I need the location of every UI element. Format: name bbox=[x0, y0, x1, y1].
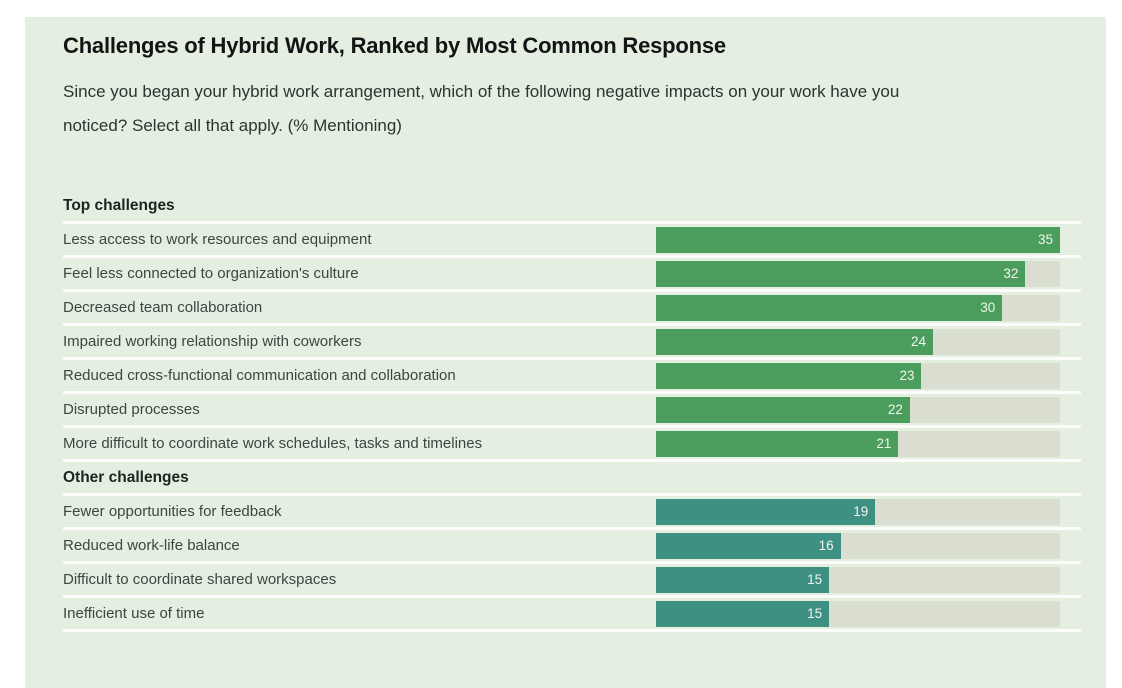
bar-row: Less access to work resources and equipm… bbox=[63, 224, 1081, 258]
bar-value: 24 bbox=[910, 334, 927, 349]
bar-track: 32 bbox=[656, 260, 1060, 287]
bar-row: More difficult to coordinate work schedu… bbox=[63, 428, 1081, 462]
bar: 24 bbox=[656, 328, 934, 355]
bar-track: 16 bbox=[656, 532, 1060, 559]
bar-track: 35 bbox=[656, 226, 1060, 253]
bar-value: 30 bbox=[980, 300, 996, 315]
bar-row: Inefficient use of time 15 bbox=[63, 598, 1081, 632]
row-label: Impaired working relationship with cowor… bbox=[63, 333, 362, 350]
bar: 22 bbox=[656, 396, 910, 423]
bar-track: 15 bbox=[656, 600, 1060, 627]
bar-chart: Top challenges Less access to work resou… bbox=[63, 190, 1081, 632]
bar: 32 bbox=[656, 260, 1026, 287]
bar-value: 15 bbox=[807, 606, 823, 621]
row-label: Reduced cross-functional communication a… bbox=[63, 367, 456, 384]
bar-value: 22 bbox=[887, 402, 903, 417]
bar-track: 19 bbox=[656, 498, 1060, 525]
section-title: Other challenges bbox=[63, 468, 189, 486]
row-label: Inefficient use of time bbox=[63, 605, 205, 622]
row-label: Less access to work resources and equipm… bbox=[63, 231, 372, 248]
row-label: Difficult to coordinate shared workspace… bbox=[63, 571, 337, 588]
bar-value: 21 bbox=[876, 436, 892, 451]
row-label: More difficult to coordinate work schedu… bbox=[63, 435, 483, 452]
row-label: Decreased team collaboration bbox=[63, 299, 263, 316]
bar-row: Decreased team collaboration 30 bbox=[63, 292, 1081, 326]
section-header-top-challenges: Top challenges bbox=[63, 190, 1081, 224]
bar-track: 30 bbox=[656, 294, 1060, 321]
bar-row: Fewer opportunities for feedback 19 bbox=[63, 496, 1081, 530]
bar-track: 15 bbox=[656, 566, 1060, 593]
bar-track: 23 bbox=[656, 362, 1060, 389]
bar: 35 bbox=[656, 226, 1060, 253]
chart-panel: Challenges of Hybrid Work, Ranked by Mos… bbox=[25, 17, 1106, 688]
section-title: Top challenges bbox=[63, 196, 175, 214]
bar-row: Impaired working relationship with cowor… bbox=[63, 326, 1081, 360]
bar: 16 bbox=[656, 532, 841, 559]
bar-row: Difficult to coordinate shared workspace… bbox=[63, 564, 1081, 598]
bar-row: Disrupted processes 22 bbox=[63, 394, 1081, 428]
bar-value: 32 bbox=[1003, 266, 1019, 281]
bar-track: 22 bbox=[656, 396, 1060, 423]
page-title: Challenges of Hybrid Work, Ranked by Mos… bbox=[63, 33, 726, 58]
bar-row: Feel less connected to organization's cu… bbox=[63, 258, 1081, 292]
section-header-other-challenges: Other challenges bbox=[63, 462, 1081, 496]
row-label: Disrupted processes bbox=[63, 401, 200, 418]
row-label: Reduced work-life balance bbox=[63, 537, 240, 554]
bar-value: 16 bbox=[818, 538, 834, 553]
bar-row: Reduced work-life balance 16 bbox=[63, 530, 1081, 564]
bar: 23 bbox=[656, 362, 922, 389]
bar-row: Reduced cross-functional communication a… bbox=[63, 360, 1081, 394]
bar-value: 15 bbox=[807, 572, 823, 587]
bar: 15 bbox=[656, 600, 830, 627]
bar-value: 19 bbox=[853, 504, 869, 519]
row-label: Fewer opportunities for feedback bbox=[63, 503, 282, 520]
bar: 15 bbox=[656, 566, 830, 593]
bar: 21 bbox=[656, 430, 899, 457]
bar-value: 23 bbox=[899, 368, 915, 383]
bar: 30 bbox=[656, 294, 1003, 321]
bar: 19 bbox=[656, 498, 876, 525]
bar-value: 35 bbox=[1037, 232, 1053, 247]
bar-track: 24 bbox=[656, 328, 1060, 355]
bar-track: 21 bbox=[656, 430, 1060, 457]
page-subtitle: Since you began your hybrid work arrange… bbox=[63, 82, 900, 135]
row-label: Feel less connected to organization's cu… bbox=[63, 265, 359, 282]
